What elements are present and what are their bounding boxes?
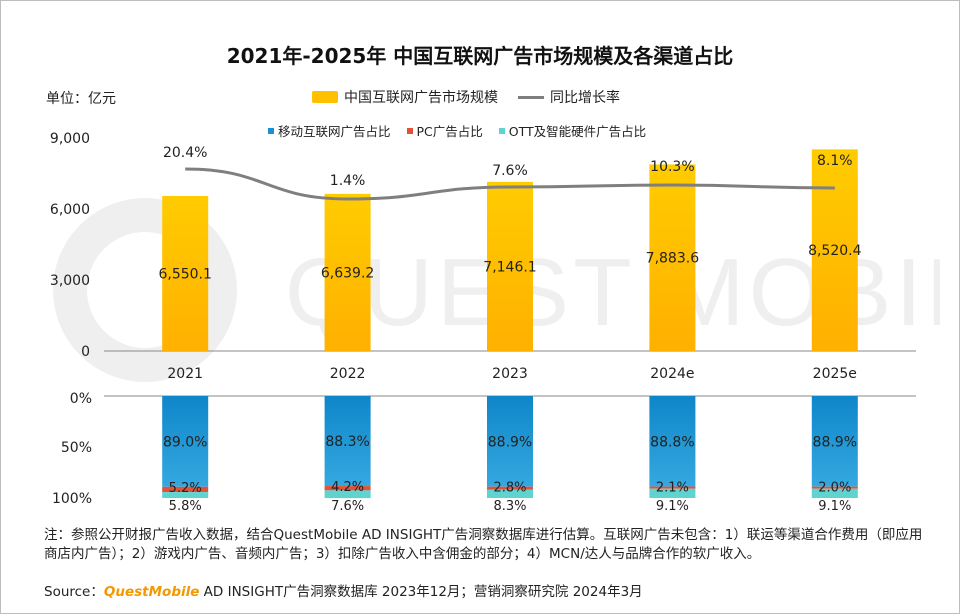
legend-bar-swatch: [312, 91, 338, 103]
legend-swatch-mobile: [268, 127, 274, 134]
y-tick-label: 9,000: [50, 131, 90, 147]
bar-value-label: 8,520.4: [808, 243, 862, 259]
unit-label: 单位：亿元: [46, 91, 116, 107]
mobile-share-label: 88.3%: [325, 434, 369, 450]
share-segment: [649, 486, 696, 489]
legend-label-mobile: 移动互联网广告占比: [278, 124, 391, 139]
ott-share-label: 9.1%: [656, 499, 689, 514]
mobile-share-label: 88.8%: [650, 434, 694, 450]
share-segment: [324, 486, 371, 491]
market-size-bar: [162, 195, 209, 351]
share-segment: [487, 486, 533, 490]
market-size-chart: 0 3,000 6,000 9,000 6,550.1 2021 6,639.2 2022 7,…: [50, 131, 916, 382]
bar-value-label: 7,883.6: [646, 251, 700, 267]
mobile-share-label: 88.9%: [813, 434, 857, 450]
bar-value-label: 6,639.2: [321, 265, 374, 281]
share-segment: [649, 488, 696, 498]
x-tick-label: 2025e: [813, 366, 857, 382]
legend-item-ott: OTT及智能硬件广告占比: [498, 121, 647, 140]
bar-value-label: 6,550.1: [158, 266, 211, 282]
pc-share-label: 2.8%: [493, 481, 526, 496]
market-size-bar: [811, 149, 858, 351]
growth-rate-label: 10.3%: [650, 159, 694, 175]
source-line: Source：QuestMobile AD INSIGHT广告洞察数据库 202…: [44, 580, 643, 600]
share-segment: [811, 396, 858, 487]
share-y-tick-label: 0%: [70, 391, 92, 407]
legend-top: 中国互联网广告市场规模 同比增长率: [312, 87, 620, 107]
share-segment: [811, 488, 858, 498]
share-segment: [162, 486, 209, 493]
legend-label-pc: PC广告占比: [416, 124, 483, 139]
ott-share-label: 8.3%: [493, 499, 526, 514]
ott-share-label: 5.8%: [169, 499, 202, 514]
legend-bar-label: 中国互联网广告市场规模: [344, 90, 498, 106]
mobile-share-label: 89.0%: [163, 434, 207, 450]
legend-label-ott: OTT及智能硬件广告占比: [508, 124, 647, 139]
growth-rate-label: 1.4%: [330, 173, 366, 189]
pc-share-label: 2.1%: [656, 481, 689, 496]
market-size-bar: [487, 181, 533, 351]
share-segment: [324, 490, 371, 499]
legend-line-label: 同比增长率: [550, 90, 620, 106]
ott-share-label: 7.6%: [331, 499, 364, 514]
chart-title: 2021年-2025年 中国互联网广告市场规模及各渠道占比: [226, 44, 734, 68]
mobile-share-label: 88.9%: [488, 434, 532, 450]
pc-share-label: 2.0%: [818, 481, 851, 496]
legend-item-mobile: 移动互联网广告占比: [268, 121, 391, 140]
bar-value-label: 7,146.1: [483, 259, 536, 275]
legend-swatch-ott: [498, 127, 505, 134]
legend-item-pc: PC广告占比: [406, 121, 483, 140]
share-segment: [324, 396, 371, 487]
legend-swatch-pc: [406, 127, 413, 134]
share-y-tick-label: 100%: [52, 491, 92, 507]
y-tick-label: 0: [81, 344, 90, 360]
growth-rate-line: [185, 167, 835, 201]
share-segment: [162, 492, 209, 498]
share-segment: [162, 396, 209, 487]
share-segment: [487, 489, 533, 498]
source-suffix: AD INSIGHT广告洞察数据库 2023年12月；营销洞察研究院 2024年…: [199, 584, 643, 600]
footnote: 注：参照公开财报广告收入数据，结合QuestMobile AD INSIGHT广…: [44, 527, 923, 562]
share-segment: [811, 486, 858, 489]
y-tick-label: 6,000: [50, 202, 90, 218]
pc-share-label: 4.2%: [331, 480, 364, 495]
x-tick-label: 2023: [492, 366, 528, 382]
pc-share-label: 5.2%: [169, 481, 202, 496]
growth-rate-label: 8.1%: [817, 153, 853, 169]
y-tick-label: 3,000: [50, 273, 90, 289]
share-y-tick-label: 50%: [61, 440, 92, 456]
x-tick-label: 2021: [167, 366, 203, 382]
source-prefix: Source：: [44, 584, 104, 600]
legend-line-swatch: [518, 95, 544, 99]
ott-share-label: 9.1%: [818, 499, 851, 514]
growth-rate-label: 7.6%: [492, 163, 528, 179]
channel-share-chart: 0% 50% 100% 89.0% 5.2% 5.8% 88.3% 4.2% 7.6% 88.9%…: [52, 391, 916, 514]
share-segment: [649, 396, 696, 487]
source-brand: QuestMobile: [103, 584, 200, 600]
x-tick-label: 2024e: [650, 366, 694, 382]
x-tick-label: 2022: [330, 366, 366, 382]
market-size-bar: [649, 164, 696, 351]
market-size-bar: [324, 193, 371, 351]
growth-rate-label: 20.4%: [163, 145, 207, 161]
legend-bottom: 移动互联网广告占比 PC广告占比 OTT及智能硬件广告占比: [268, 121, 662, 140]
share-segment: [487, 396, 533, 487]
